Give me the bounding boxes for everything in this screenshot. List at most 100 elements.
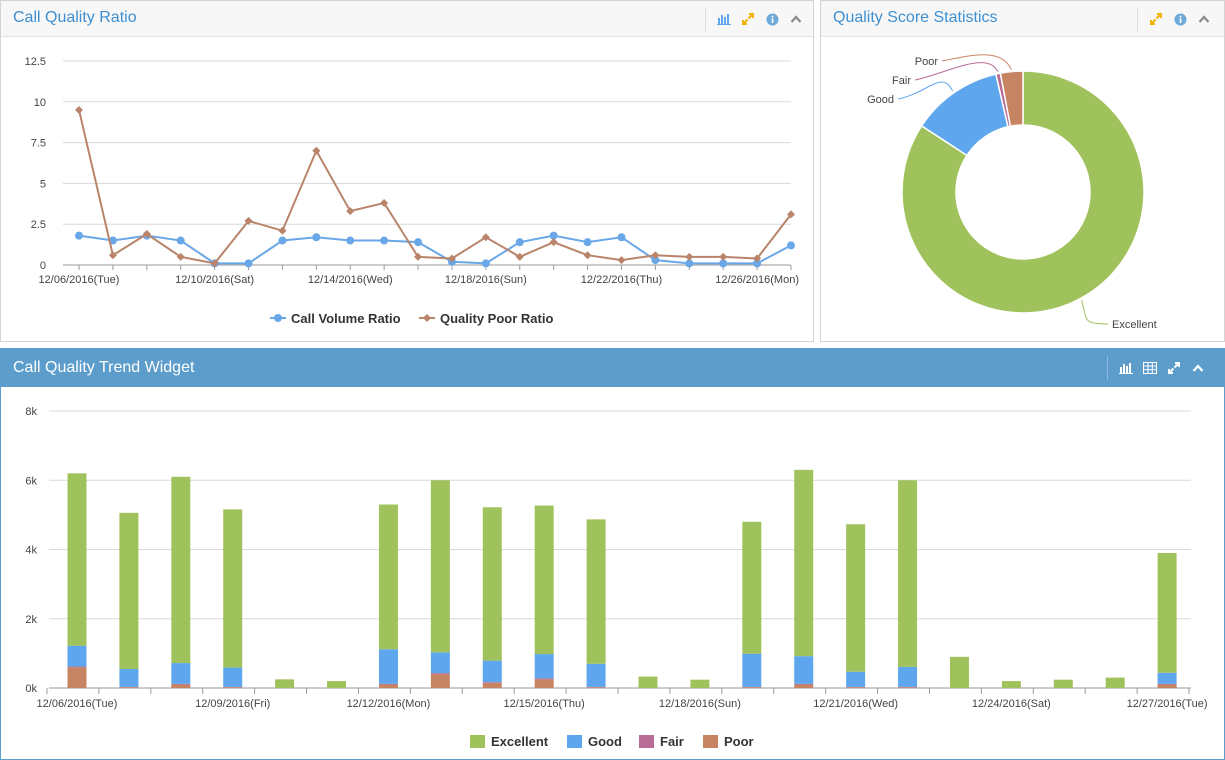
bar-chart-icon[interactable] [716,11,732,27]
data-point[interactable] [583,251,592,260]
data-point[interactable] [685,252,694,261]
bar-segment[interactable] [275,679,295,688]
bar-segment[interactable] [846,524,866,672]
legend-item[interactable]: Fair [639,734,684,749]
info-icon[interactable] [764,11,780,27]
data-point[interactable] [414,252,423,261]
data-point[interactable] [685,259,694,268]
bar-segment[interactable] [327,681,347,688]
bar-segment[interactable] [430,673,450,675]
data-point[interactable] [176,252,185,261]
bar-segment[interactable] [67,666,87,668]
bar-segment[interactable] [586,687,606,688]
bar-segment[interactable] [846,671,866,687]
legend-item[interactable]: Call Volume Ratio [270,311,401,326]
bar-segment[interactable] [794,683,814,685]
data-point[interactable] [278,226,287,235]
data-point[interactable] [108,251,117,260]
data-point[interactable] [719,252,728,261]
data-point[interactable] [210,259,219,268]
bar-segment[interactable] [378,683,398,685]
data-point[interactable] [719,259,728,268]
bar-segment[interactable] [586,663,606,687]
bar-segment[interactable] [430,652,450,674]
bar-segment[interactable] [223,509,243,668]
collapse-icon[interactable] [1196,11,1212,27]
bar-segment[interactable] [119,668,139,687]
bar-segment[interactable] [846,687,866,688]
bar-segment[interactable] [638,676,658,688]
bar-segment[interactable] [482,682,502,688]
bar-segment[interactable] [949,656,969,688]
bar-chart-icon[interactable] [1118,360,1134,376]
data-point[interactable] [617,256,626,265]
bar-segment[interactable] [67,667,87,688]
bar-segment[interactable] [1105,677,1125,688]
bar-segment[interactable] [534,678,554,680]
data-point[interactable] [75,105,83,114]
table-icon[interactable] [1142,360,1158,376]
bar-segment[interactable] [534,505,554,655]
bar-segment[interactable] [378,504,398,650]
data-point[interactable] [312,146,321,155]
bar-segment[interactable] [1157,684,1177,688]
bar-segment[interactable] [742,687,762,688]
data-point[interactable] [312,233,321,242]
bar-segment[interactable] [171,476,191,664]
bar-segment[interactable] [534,679,554,688]
collapse-icon[interactable] [788,11,804,27]
bar-segment[interactable] [430,480,450,653]
bar-segment[interactable] [171,683,191,685]
data-point[interactable] [481,233,490,242]
bar-segment[interactable] [1157,683,1177,685]
bar-segment[interactable] [794,469,814,657]
expand-icon[interactable] [1166,360,1182,376]
info-icon[interactable] [1172,11,1188,27]
data-point[interactable] [380,198,389,207]
data-point[interactable] [787,210,795,219]
bar-segment[interactable] [67,473,87,646]
data-point[interactable] [142,229,151,238]
data-point[interactable] [549,238,558,247]
legend-item[interactable]: Quality Poor Ratio [419,311,553,326]
data-point[interactable] [278,236,287,245]
legend-item[interactable]: Poor [703,734,754,749]
bar-segment[interactable] [898,666,918,687]
bar-segment[interactable] [690,679,710,688]
bar-segment[interactable] [898,687,918,688]
data-point[interactable] [75,231,83,240]
data-point[interactable] [244,259,253,268]
bar-segment[interactable] [67,645,87,667]
bar-segment[interactable] [171,684,191,688]
pie-slice[interactable] [901,70,1145,314]
bar-segment[interactable] [794,684,814,688]
data-point[interactable] [176,236,185,245]
bar-segment[interactable] [430,674,450,688]
bar-segment[interactable] [1157,672,1177,684]
bar-segment[interactable] [586,519,606,664]
bar-segment[interactable] [119,687,139,688]
bar-segment[interactable] [794,656,814,684]
bar-segment[interactable] [378,649,398,684]
data-point[interactable] [515,238,524,247]
data-point[interactable] [515,252,524,261]
pie-slice[interactable] [999,70,1024,128]
bar-segment[interactable] [378,684,398,688]
bar-segment[interactable] [742,521,762,654]
bar-segment[interactable] [482,682,502,683]
bar-segment[interactable] [898,480,918,667]
bar-segment[interactable] [742,653,762,687]
bar-segment[interactable] [223,667,243,687]
expand-icon[interactable] [1148,11,1164,27]
data-point[interactable] [346,236,355,245]
data-point[interactable] [414,238,423,247]
data-point[interactable] [651,256,660,265]
legend-item[interactable]: Good [567,734,622,749]
data-point[interactable] [787,241,795,250]
data-point[interactable] [346,207,355,216]
data-point[interactable] [651,251,660,260]
data-point[interactable] [549,231,558,240]
bar-segment[interactable] [1053,679,1073,688]
bar-segment[interactable] [482,507,502,661]
data-point[interactable] [481,259,490,268]
